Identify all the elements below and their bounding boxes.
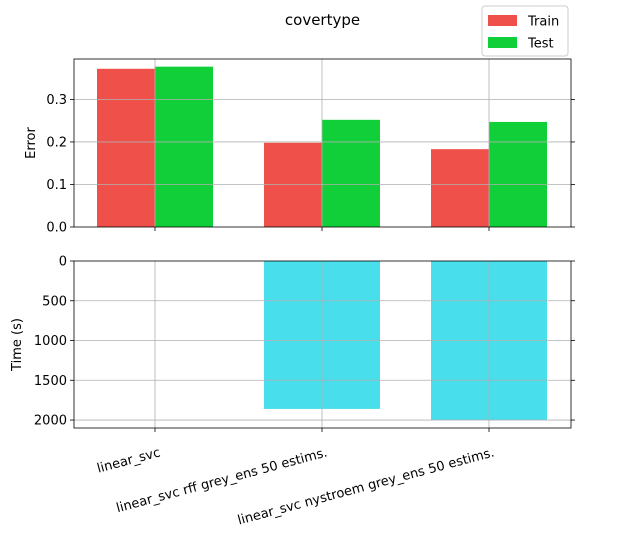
legend: Train Test	[481, 5, 569, 57]
y-tick-label: 0.1	[46, 178, 67, 193]
time-axis-label: Time (s)	[10, 318, 25, 372]
y-tick-label: 0.2	[46, 135, 67, 150]
legend-label-test: Test	[527, 37, 554, 52]
error-axis-label: Error	[24, 127, 39, 159]
y-tick-label: 0.3	[46, 93, 67, 108]
time-panel-frame	[73, 260, 572, 429]
legend-swatch-test	[488, 37, 517, 48]
legend-box	[481, 5, 569, 57]
bar-train-2	[431, 149, 489, 227]
error-panel	[70, 58, 575, 231]
y-tick-label: 0.0	[46, 221, 67, 236]
bar-train-1	[264, 142, 322, 227]
time-panel	[70, 260, 575, 432]
bar-test-1	[322, 119, 380, 227]
bar-test-2	[489, 121, 547, 227]
legend-label-train: Train	[527, 15, 559, 30]
bar-train-0	[97, 68, 155, 227]
legend-swatch-train	[488, 15, 517, 26]
chart-title: covertype	[285, 11, 360, 29]
y-tick-label: 2000	[34, 414, 67, 429]
bar-test-0	[155, 66, 213, 227]
y-tick-label: 1500	[34, 374, 67, 389]
y-tick-label: 0	[59, 255, 67, 270]
x-tick-label: linear_svc	[95, 445, 162, 476]
error-panel-frame	[73, 58, 572, 228]
y-tick-label: 500	[42, 294, 67, 309]
y-tick-label: 1000	[34, 334, 67, 349]
